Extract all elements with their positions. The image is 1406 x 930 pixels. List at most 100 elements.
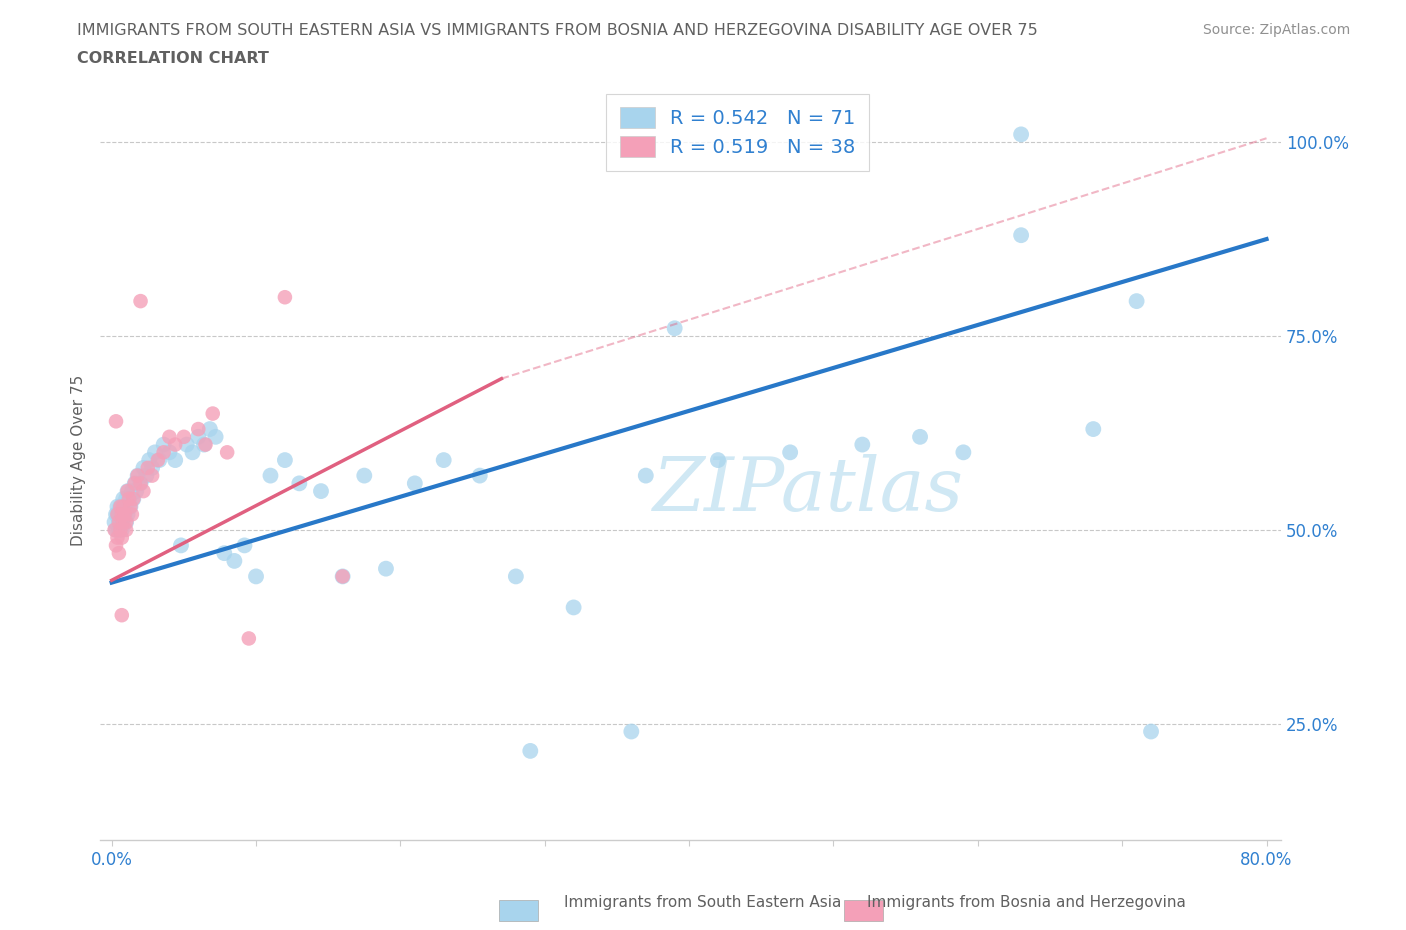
Point — [148, 453, 170, 468]
Point — [259, 468, 281, 483]
Point — [274, 290, 297, 305]
Point — [120, 499, 142, 514]
Point — [111, 507, 134, 522]
Point — [111, 523, 134, 538]
Point — [288, 476, 311, 491]
Point — [187, 421, 209, 436]
Point — [114, 507, 136, 522]
Point — [214, 546, 236, 561]
Point — [115, 514, 138, 529]
Point — [173, 430, 195, 445]
Point — [108, 507, 131, 522]
Point — [620, 724, 643, 739]
Point — [110, 499, 132, 514]
Point — [187, 430, 209, 445]
Point — [181, 445, 204, 459]
Point — [201, 406, 224, 421]
Point — [112, 507, 135, 522]
Point — [114, 507, 136, 522]
Point — [1010, 126, 1032, 141]
Point — [274, 453, 297, 468]
Point — [132, 484, 155, 498]
Point — [157, 445, 180, 459]
Point — [332, 569, 354, 584]
Point — [127, 468, 149, 483]
Point — [127, 468, 149, 483]
Y-axis label: Disability Age Over 75: Disability Age Over 75 — [72, 375, 86, 546]
Point — [634, 468, 657, 483]
Point — [110, 514, 132, 529]
Point — [138, 453, 160, 468]
Point — [375, 561, 398, 576]
Point — [118, 491, 141, 506]
Point — [664, 321, 686, 336]
Point — [117, 484, 139, 498]
Point — [176, 437, 198, 452]
Text: Source: ZipAtlas.com: Source: ZipAtlas.com — [1202, 23, 1350, 37]
Point — [129, 476, 152, 491]
Point — [1010, 228, 1032, 243]
Point — [107, 530, 129, 545]
Point — [404, 476, 426, 491]
Point — [121, 484, 143, 498]
Point — [146, 453, 169, 468]
Text: Immigrants from South Eastern Asia: Immigrants from South Eastern Asia — [564, 895, 842, 910]
Point — [193, 437, 215, 452]
Legend: R = 0.542   N = 71, R = 0.519   N = 38: R = 0.542 N = 71, R = 0.519 N = 38 — [606, 94, 869, 171]
Point — [125, 484, 148, 498]
Point — [103, 523, 125, 538]
Point — [105, 507, 128, 522]
Point — [707, 453, 730, 468]
Point — [107, 507, 129, 522]
Text: IMMIGRANTS FROM SOUTH EASTERN ASIA VS IMMIGRANTS FROM BOSNIA AND HERZEGOVINA DIS: IMMIGRANTS FROM SOUTH EASTERN ASIA VS IM… — [77, 23, 1038, 38]
Point — [105, 523, 128, 538]
Point — [353, 468, 375, 483]
Point — [120, 499, 142, 514]
Point — [122, 491, 145, 506]
Point — [112, 491, 135, 506]
Point — [121, 507, 143, 522]
Point — [111, 530, 134, 545]
Point — [108, 514, 131, 529]
Point — [110, 507, 132, 522]
Point — [779, 445, 801, 459]
Point — [124, 476, 146, 491]
Point — [114, 499, 136, 514]
Point — [136, 460, 159, 475]
Point — [157, 430, 180, 445]
Point — [165, 437, 187, 452]
Point — [141, 468, 163, 483]
Text: ZIPatlas: ZIPatlas — [654, 454, 965, 526]
Point — [110, 499, 132, 514]
Point — [1125, 294, 1147, 309]
Point — [143, 445, 166, 459]
Point — [117, 507, 139, 522]
Point — [204, 430, 226, 445]
Point — [132, 460, 155, 475]
Point — [112, 514, 135, 529]
Point — [111, 499, 134, 514]
Point — [111, 514, 134, 529]
Point — [224, 553, 246, 568]
Text: Immigrants from Bosnia and Herzegovina: Immigrants from Bosnia and Herzegovina — [868, 895, 1185, 910]
Point — [108, 514, 131, 529]
Point — [519, 743, 541, 758]
Point — [107, 499, 129, 514]
Point — [217, 445, 239, 459]
Point — [108, 546, 131, 561]
Point — [233, 538, 256, 552]
Point — [129, 476, 152, 491]
Point — [505, 569, 527, 584]
Point — [115, 523, 138, 538]
Point — [165, 453, 187, 468]
Point — [129, 294, 152, 309]
Point — [1140, 724, 1163, 739]
Point — [194, 437, 217, 452]
Text: CORRELATION CHART: CORRELATION CHART — [77, 51, 269, 66]
Point — [141, 460, 163, 475]
Point — [170, 538, 193, 552]
Point — [112, 499, 135, 514]
Point — [309, 484, 332, 498]
Point — [117, 484, 139, 498]
Point — [433, 453, 456, 468]
